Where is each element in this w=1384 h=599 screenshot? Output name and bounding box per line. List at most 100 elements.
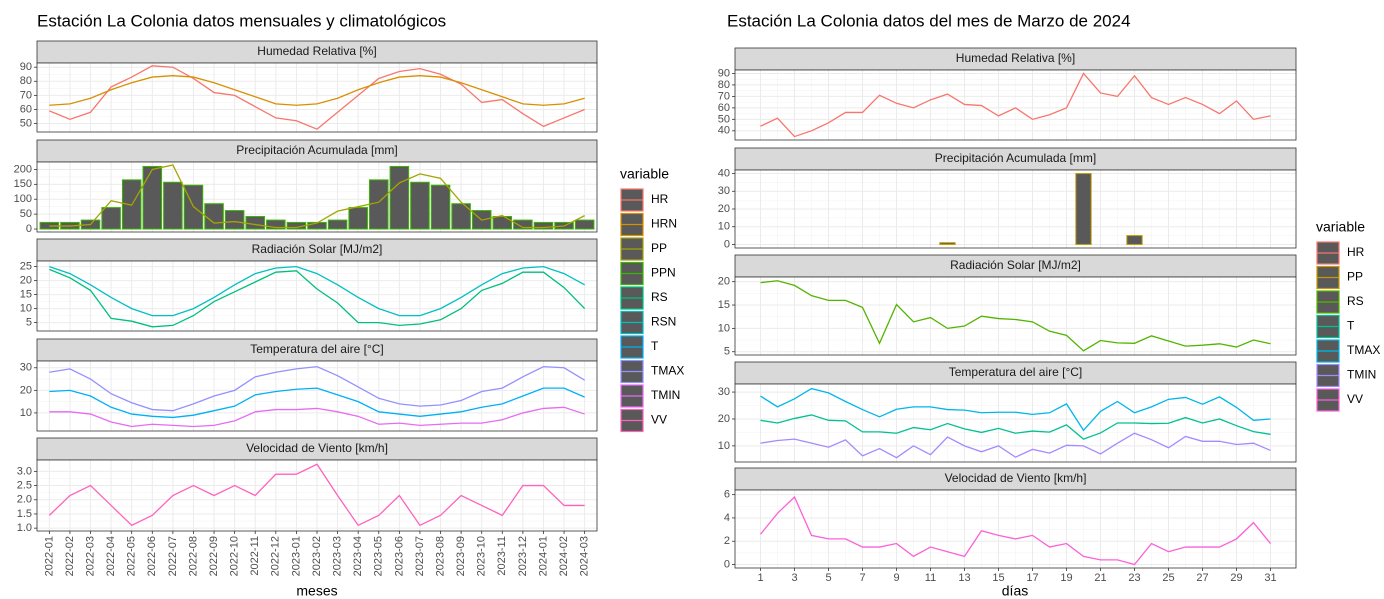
y-tick-label: 6	[724, 489, 730, 501]
legend-label: PP	[651, 241, 667, 255]
legend-label: RS	[651, 290, 668, 304]
legend-label: RSN	[651, 315, 676, 329]
line	[760, 432, 1271, 459]
line	[49, 387, 585, 419]
x-tick-label: 13	[958, 572, 970, 584]
bar	[348, 207, 368, 230]
x-tick-label: 2023-08	[434, 536, 446, 576]
legend-label: TMIN	[1347, 368, 1376, 382]
x-tick-label: 11	[925, 572, 936, 584]
y-tick-label: 20	[718, 413, 730, 425]
y-tick-label: 2.5	[17, 479, 32, 491]
legend-title: variable	[1316, 219, 1365, 235]
bar	[369, 179, 389, 230]
strip-label: Humedad Relativa [%]	[956, 51, 1075, 65]
x-tick-label: 9	[893, 572, 899, 584]
strip-label: Temperatura del aire [°C]	[250, 342, 384, 356]
x-tick-label: 21	[1094, 572, 1106, 584]
bar	[204, 203, 224, 230]
panel-border	[734, 276, 1297, 356]
bar	[101, 207, 121, 230]
strip-label: Humedad Relativa [%]	[257, 44, 376, 58]
x-tick-label: 27	[1196, 572, 1208, 584]
line	[49, 65, 585, 130]
x-tick-label: 25	[1162, 572, 1174, 584]
y-tick-label: 3.0	[17, 465, 32, 477]
bar	[430, 184, 451, 230]
bar	[327, 219, 348, 230]
line	[760, 72, 1271, 138]
x-tick-label: 2024-02	[558, 536, 570, 576]
legend-label: VV	[651, 413, 667, 427]
y-tick-label: 5	[724, 346, 730, 358]
y-tick-label: 80	[718, 79, 730, 91]
bar	[142, 165, 163, 230]
chart-title: Estación La Colonia datos del mes de Mar…	[727, 11, 1131, 30]
panel-border	[734, 383, 1297, 463]
y-tick-label: 50	[20, 208, 32, 220]
panel-border	[36, 360, 598, 432]
legend-label: TMAX	[1347, 343, 1380, 357]
x-tick-label: 2022-12	[270, 536, 282, 576]
y-tick-label: 50	[20, 117, 32, 129]
line	[759, 495, 1272, 566]
x-tick-label: 2022-07	[167, 536, 179, 576]
panel-border	[734, 169, 1297, 249]
x-tick-label: 15	[992, 572, 1004, 584]
y-tick-label: 30	[20, 362, 32, 374]
y-tick-label: 40	[718, 125, 730, 137]
y-tick-label: 0	[26, 223, 32, 235]
x-tick-label: 2022-01	[43, 536, 55, 576]
strip-label: Velocidad de Viento [km/h]	[246, 441, 388, 455]
x-tick-label: 23	[1128, 572, 1140, 584]
y-tick-label: 30	[718, 386, 730, 398]
legend-label: RS	[1347, 294, 1364, 308]
panel-border	[734, 69, 1297, 141]
x-tick-label: 2024-03	[579, 536, 591, 576]
y-tick-label: 90	[20, 61, 32, 73]
x-tick-label: 2023-09	[455, 536, 467, 576]
y-tick-label: 70	[718, 90, 730, 102]
line	[760, 387, 1271, 432]
legend-title: variable	[620, 166, 669, 182]
bar	[574, 219, 595, 230]
y-tick-label: 90	[718, 67, 730, 79]
x-tick-label: 2024-01	[537, 536, 549, 576]
y-tick-label: 5	[26, 317, 32, 329]
panel-border	[36, 62, 598, 133]
bar	[245, 216, 265, 230]
x-tick-label: 2022-10	[229, 536, 241, 576]
strip-label: Precipitación Acumulada [mm]	[236, 143, 397, 157]
x-tick-label: 2023-12	[517, 536, 529, 576]
y-tick-label: 10	[20, 303, 32, 315]
panel-border	[36, 161, 598, 233]
legend-label: TMIN	[651, 388, 680, 402]
line	[49, 164, 585, 229]
y-tick-label: 2.0	[17, 494, 32, 506]
line	[49, 265, 585, 317]
y-tick-label: 60	[718, 102, 730, 114]
x-tick-label: 3	[791, 572, 797, 584]
x-tick-label: 2023-07	[414, 536, 426, 576]
y-tick-label: 20	[20, 275, 32, 287]
legend-label: VV	[1347, 392, 1363, 406]
line	[49, 406, 585, 428]
y-tick-label: 10	[20, 407, 32, 419]
y-tick-label: 0	[724, 238, 730, 250]
y-tick-label: 10	[718, 440, 730, 452]
legend-label: HR	[651, 192, 669, 206]
line	[760, 414, 1271, 440]
x-tick-label: 31	[1264, 572, 1276, 584]
bar	[224, 210, 245, 230]
y-tick-label: 40	[718, 167, 730, 179]
x-tick-label: 2022-09	[208, 536, 220, 576]
strip-label: Precipitación Acumulada [mm]	[935, 151, 1096, 165]
bar	[266, 219, 286, 230]
y-tick-label: 15	[20, 289, 32, 301]
legend-label: TMAX	[651, 364, 684, 378]
panel-border	[734, 489, 1297, 569]
bar	[410, 181, 430, 230]
x-tick-label: 2022-03	[84, 536, 96, 576]
legend-label: HRN	[651, 217, 677, 231]
y-tick-label: 150	[14, 178, 32, 190]
